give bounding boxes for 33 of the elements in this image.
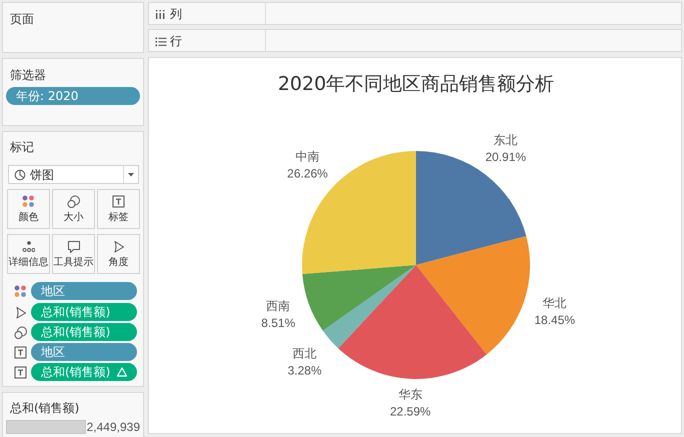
text: 总和(销售额) [31, 303, 137, 321]
text: 地区 [31, 343, 137, 361]
data-label: 26.26% [287, 166, 328, 180]
chart-title: 2020年不同地区商品销售额分析 [278, 73, 554, 95]
slice-label: 西南 [266, 299, 290, 314]
slice-label: 华东 [398, 387, 422, 402]
text: 大小 [62, 212, 84, 224]
text: 总和(销售额) [10, 401, 80, 415]
text: 角度 [108, 257, 130, 269]
data-label: 3.28% [288, 364, 322, 378]
data-label: 18.45% [534, 312, 576, 327]
text: 页面 [10, 12, 34, 26]
text: 行 [170, 34, 182, 48]
slice-label: 中南 [296, 149, 320, 164]
data-label: 22.59% [390, 404, 432, 418]
text: 总和(销售额) [31, 323, 137, 341]
data-label: 20.91% [485, 150, 526, 164]
text: 筛选器 [10, 68, 46, 82]
slice-label: 东北 [494, 133, 518, 148]
text: 2,449,939 [86, 420, 140, 434]
text: 地区 [31, 282, 137, 300]
text: 年份: 2020 [6, 87, 140, 105]
slice-label: 西北 [292, 346, 317, 361]
text: 列 [170, 7, 182, 21]
text: 饼图 [30, 168, 54, 182]
data-label: 8.51% [261, 316, 296, 330]
text: 工具提示 [53, 257, 94, 269]
text: 总和(销售额) [31, 363, 137, 381]
text: 标签 [108, 212, 130, 224]
text: 颜色 [18, 212, 40, 224]
text: 详细信息 [8, 257, 49, 269]
slice-label: 华北 [542, 296, 567, 310]
text: 标记 [10, 140, 34, 154]
